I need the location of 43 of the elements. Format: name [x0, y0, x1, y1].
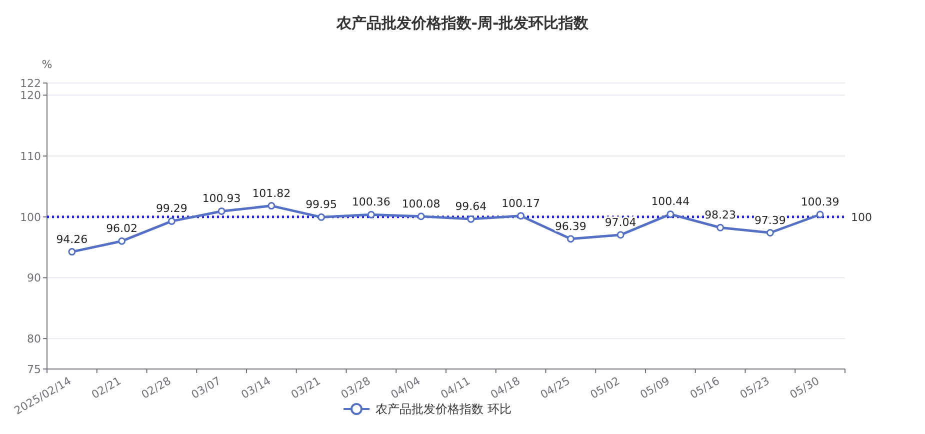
y-tick-label: 110 — [20, 150, 41, 164]
y-tick-label: 120 — [20, 89, 41, 102]
data-label: 96.39 — [554, 220, 586, 233]
point — [268, 202, 276, 210]
point — [417, 212, 425, 220]
y-tick-label: 90 — [27, 272, 41, 285]
data-label: 94.26 — [56, 232, 88, 246]
data-label: 100.44 — [651, 195, 690, 208]
data-label: 101.82 — [252, 186, 291, 200]
point — [766, 229, 774, 237]
point — [467, 215, 475, 223]
point — [318, 213, 326, 221]
point — [118, 237, 126, 245]
data-label: 100.93 — [202, 192, 241, 206]
data-label: 99.64 — [455, 200, 487, 214]
data-label: 100.36 — [352, 196, 390, 209]
y-tick-label: 80 — [27, 332, 41, 346]
point — [716, 224, 724, 232]
y-axis-title: % — [42, 58, 52, 71]
data-label: 100.39 — [800, 196, 840, 208]
point — [666, 210, 674, 218]
point — [68, 248, 76, 256]
data-label: 99.95 — [306, 198, 338, 212]
ref-line-label: 100 — [851, 210, 872, 224]
data-label: 100.17 — [502, 196, 540, 210]
data-label: 96.02 — [106, 222, 138, 236]
y-tick-label: 100 — [20, 210, 41, 224]
point — [168, 217, 176, 225]
legend-label: 农产品批发价格指数 环比 — [376, 402, 512, 416]
point — [517, 212, 525, 220]
y-tick-label: 75 — [27, 363, 41, 376]
data-label: 98.23 — [704, 208, 736, 222]
point — [218, 207, 226, 215]
y-tick-label: 122 — [20, 77, 41, 90]
point — [616, 231, 624, 239]
data-label: 99.29 — [156, 202, 188, 216]
chart-title: 农产品批发价格指数-周-批发环比指数 — [335, 14, 590, 32]
point — [816, 210, 824, 218]
point — [367, 210, 375, 218]
data-label: 97.39 — [754, 214, 786, 227]
data-label: 100.08 — [402, 197, 440, 210]
data-label: 97.04 — [604, 216, 636, 229]
point — [566, 235, 574, 243]
